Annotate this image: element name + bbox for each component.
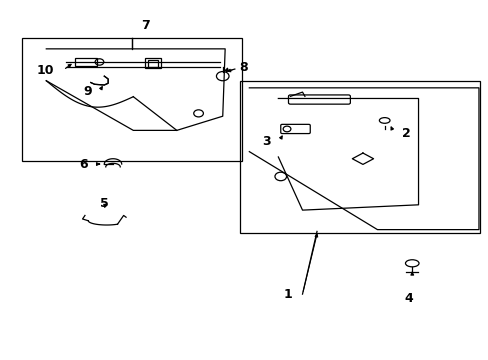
- Text: 10: 10: [37, 64, 54, 77]
- Bar: [145, 58, 161, 68]
- Text: 7: 7: [141, 19, 149, 32]
- Bar: [22, 38, 242, 161]
- Polygon shape: [91, 76, 108, 85]
- Text: 6: 6: [80, 158, 88, 171]
- Text: 2: 2: [401, 127, 410, 140]
- Text: 4: 4: [404, 292, 412, 305]
- Text: 9: 9: [83, 85, 92, 98]
- Text: 5: 5: [100, 197, 108, 210]
- Text: 8: 8: [239, 61, 248, 74]
- Bar: [239, 81, 479, 233]
- Bar: [147, 60, 158, 67]
- Text: 3: 3: [262, 135, 270, 148]
- Text: 1: 1: [283, 288, 292, 301]
- Bar: [75, 58, 97, 66]
